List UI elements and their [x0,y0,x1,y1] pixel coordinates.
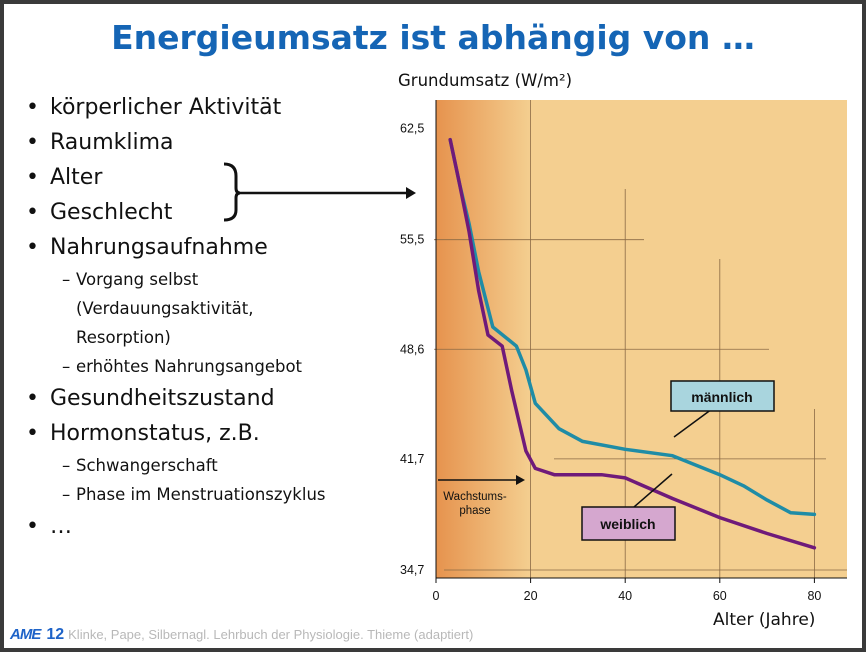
bracket [223,162,241,222]
bracket-arrow [223,162,416,222]
x-tick-label: 40 [618,589,632,603]
growth-label-line1: Wachstums- [443,491,507,503]
y-tick-label: 41,7 [400,452,424,466]
y-tick-label: 48,6 [400,342,424,356]
arrow-head [406,187,416,199]
x-tick-label: 80 [807,589,821,603]
male-leader-line [673,408,713,438]
ame-logo: AME [10,626,41,643]
series-line-männlich [448,137,817,517]
bullet-item: Alter [26,160,396,195]
bullet-item: Resorption) [76,328,171,347]
slide: Energieumsatz ist abhängig von … körperl… [4,4,862,648]
dash-marker: – [62,270,71,289]
y-axis-label: Grundumsatz (W/m²) [398,71,572,90]
bullet-item: Nahrungsaufnahme [26,230,396,265]
axes: 34,7 41,7 48,6 55,5 62,5 0 20 40 60 80 [400,100,847,603]
female-legend-box [581,506,676,541]
bullet-item: körperlicher Aktivität [26,90,396,125]
slide-title: Energieumsatz ist abhängig von … [111,18,755,57]
x-axis-label: Alter (Jahre) [713,610,815,630]
source-citation: Klinke, Pape, Silbernagl. Lehrbuch der P… [68,627,474,642]
chart: 34,7 41,7 48,6 55,5 62,5 0 20 40 60 80 Grundumsat… [223,71,847,630]
series-line-weiblich [448,137,817,550]
bullet-item: Hormonstatus, z.B. [26,416,396,451]
footer: AME 12 Klinke, Pape, Silbernagl. Lehrbuch … [10,626,473,644]
growth-phase-band [436,100,531,578]
male-legend-box [670,380,775,412]
bullet-item: – Schwangerschaft [26,451,396,480]
dash-marker: – [62,485,71,504]
bullet-item: (Verdauungsaktivität, [76,299,254,318]
bullet-text: erhöhtes Nahrungsangebot [76,357,303,376]
y-tick-label: 55,5 [400,233,424,247]
series-layer [448,137,817,550]
bullet-text: Vorgang selbst [76,270,199,289]
male-legend-label: männlich [691,389,752,405]
female-leader-line [633,473,673,508]
y-tick-label: 62,5 [400,122,424,136]
bullet-item: … [26,509,396,544]
growth-label-line2: phase [459,505,490,517]
female-legend-label: weiblich [599,516,655,532]
bullet-list: körperlicher AktivitätRaumklimaAlterGesc… [26,90,396,544]
bullet-item: Gesundheitszustand [26,381,396,416]
bullet-item: – Vorgang selbst [26,265,396,294]
x-tick-label: 0 [433,589,440,603]
bullet-item: Geschlecht [26,195,396,230]
dash-marker: – [62,456,71,475]
bullet-text: Phase im Menstruationszyklus [76,485,326,504]
bullet-item: Raumklima [26,125,396,160]
growth-arrow-head [516,475,525,485]
x-tick-label: 60 [713,589,727,603]
x-tick-label: 20 [524,589,538,603]
growth-annotation: Wachstums-phase [438,475,525,517]
page-number: 12 [46,626,65,643]
bullet-text: Schwangerschaft [76,456,218,475]
dash-marker: – [62,357,71,376]
bullet-item: – Phase im Menstruationszyklus [26,480,396,509]
y-tick-label: 34,7 [400,563,424,577]
bullet-item: – erhöhtes Nahrungsangebot [26,352,396,381]
legend: männlich weiblich [581,380,775,541]
